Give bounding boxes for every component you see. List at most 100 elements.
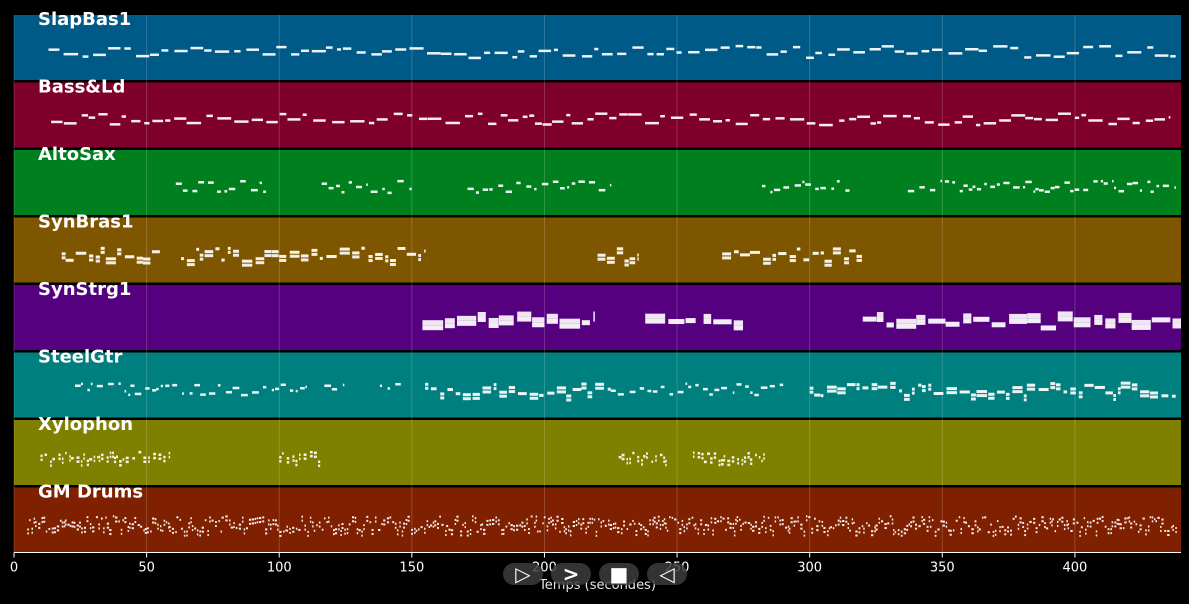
note bbox=[1058, 518, 1061, 521]
note bbox=[740, 524, 742, 527]
note bbox=[769, 524, 772, 527]
note bbox=[906, 528, 909, 531]
note bbox=[992, 534, 995, 537]
note bbox=[617, 393, 624, 396]
note bbox=[733, 534, 736, 537]
note bbox=[606, 260, 615, 264]
note bbox=[168, 522, 170, 525]
note bbox=[534, 525, 536, 528]
play-button[interactable]: ▷ bbox=[503, 563, 543, 585]
note bbox=[663, 456, 666, 459]
note bbox=[299, 457, 301, 461]
note bbox=[1026, 527, 1029, 530]
note bbox=[697, 532, 700, 535]
note bbox=[386, 517, 390, 520]
note bbox=[100, 250, 105, 254]
note bbox=[944, 180, 950, 183]
note bbox=[243, 532, 246, 535]
note bbox=[626, 528, 629, 531]
note bbox=[279, 112, 287, 116]
note bbox=[307, 534, 309, 537]
note bbox=[204, 254, 214, 258]
note bbox=[220, 530, 223, 533]
note bbox=[775, 117, 785, 120]
note bbox=[1154, 54, 1169, 57]
note bbox=[295, 459, 298, 463]
note bbox=[644, 528, 647, 531]
note bbox=[321, 182, 328, 185]
note bbox=[597, 253, 606, 257]
note bbox=[224, 190, 228, 193]
note bbox=[493, 383, 497, 387]
note bbox=[960, 531, 963, 534]
note bbox=[169, 525, 171, 528]
note bbox=[513, 529, 515, 532]
note bbox=[736, 516, 739, 519]
note bbox=[48, 48, 60, 51]
stop-button[interactable]: ■ bbox=[599, 563, 639, 585]
note bbox=[88, 116, 96, 119]
note bbox=[976, 390, 988, 394]
note bbox=[168, 451, 171, 455]
note bbox=[585, 531, 587, 534]
note bbox=[241, 520, 244, 523]
note bbox=[887, 522, 890, 525]
note bbox=[274, 523, 277, 526]
note bbox=[380, 384, 383, 388]
note bbox=[148, 460, 150, 463]
note bbox=[389, 516, 392, 519]
back-button[interactable]: ◁ bbox=[647, 563, 687, 585]
note bbox=[774, 516, 777, 519]
note bbox=[486, 523, 489, 526]
note bbox=[780, 50, 787, 53]
note bbox=[1038, 524, 1041, 527]
note bbox=[874, 530, 876, 533]
note bbox=[467, 187, 474, 191]
note bbox=[853, 51, 865, 54]
note bbox=[1078, 395, 1083, 399]
note bbox=[1035, 531, 1038, 534]
note bbox=[332, 120, 345, 124]
note bbox=[585, 527, 587, 530]
note bbox=[96, 384, 103, 388]
note bbox=[560, 187, 565, 190]
note bbox=[629, 457, 631, 461]
note bbox=[63, 52, 79, 56]
note bbox=[233, 249, 240, 253]
note bbox=[67, 523, 70, 526]
note bbox=[153, 456, 157, 460]
note bbox=[108, 47, 121, 50]
note bbox=[1174, 186, 1176, 189]
note bbox=[106, 460, 109, 463]
note bbox=[624, 259, 629, 263]
note bbox=[897, 529, 900, 532]
note bbox=[1118, 189, 1125, 193]
note bbox=[122, 519, 124, 522]
note bbox=[609, 524, 613, 527]
note bbox=[186, 259, 195, 263]
note bbox=[1139, 524, 1142, 527]
note bbox=[497, 519, 500, 522]
note bbox=[934, 530, 937, 533]
note bbox=[660, 114, 665, 118]
note bbox=[522, 115, 528, 119]
forward-button[interactable]: > bbox=[551, 563, 591, 585]
note bbox=[803, 258, 810, 262]
note bbox=[793, 520, 796, 523]
note bbox=[665, 526, 667, 529]
note bbox=[274, 387, 279, 391]
note bbox=[221, 516, 224, 519]
note bbox=[550, 520, 552, 523]
note bbox=[161, 529, 164, 532]
note bbox=[255, 261, 265, 265]
note bbox=[990, 185, 996, 189]
note bbox=[591, 521, 594, 524]
note bbox=[350, 120, 365, 123]
note bbox=[303, 453, 307, 456]
note bbox=[279, 258, 287, 262]
note bbox=[732, 526, 735, 529]
note bbox=[428, 525, 431, 528]
note bbox=[153, 452, 157, 456]
note bbox=[1054, 530, 1057, 533]
note bbox=[526, 518, 528, 521]
